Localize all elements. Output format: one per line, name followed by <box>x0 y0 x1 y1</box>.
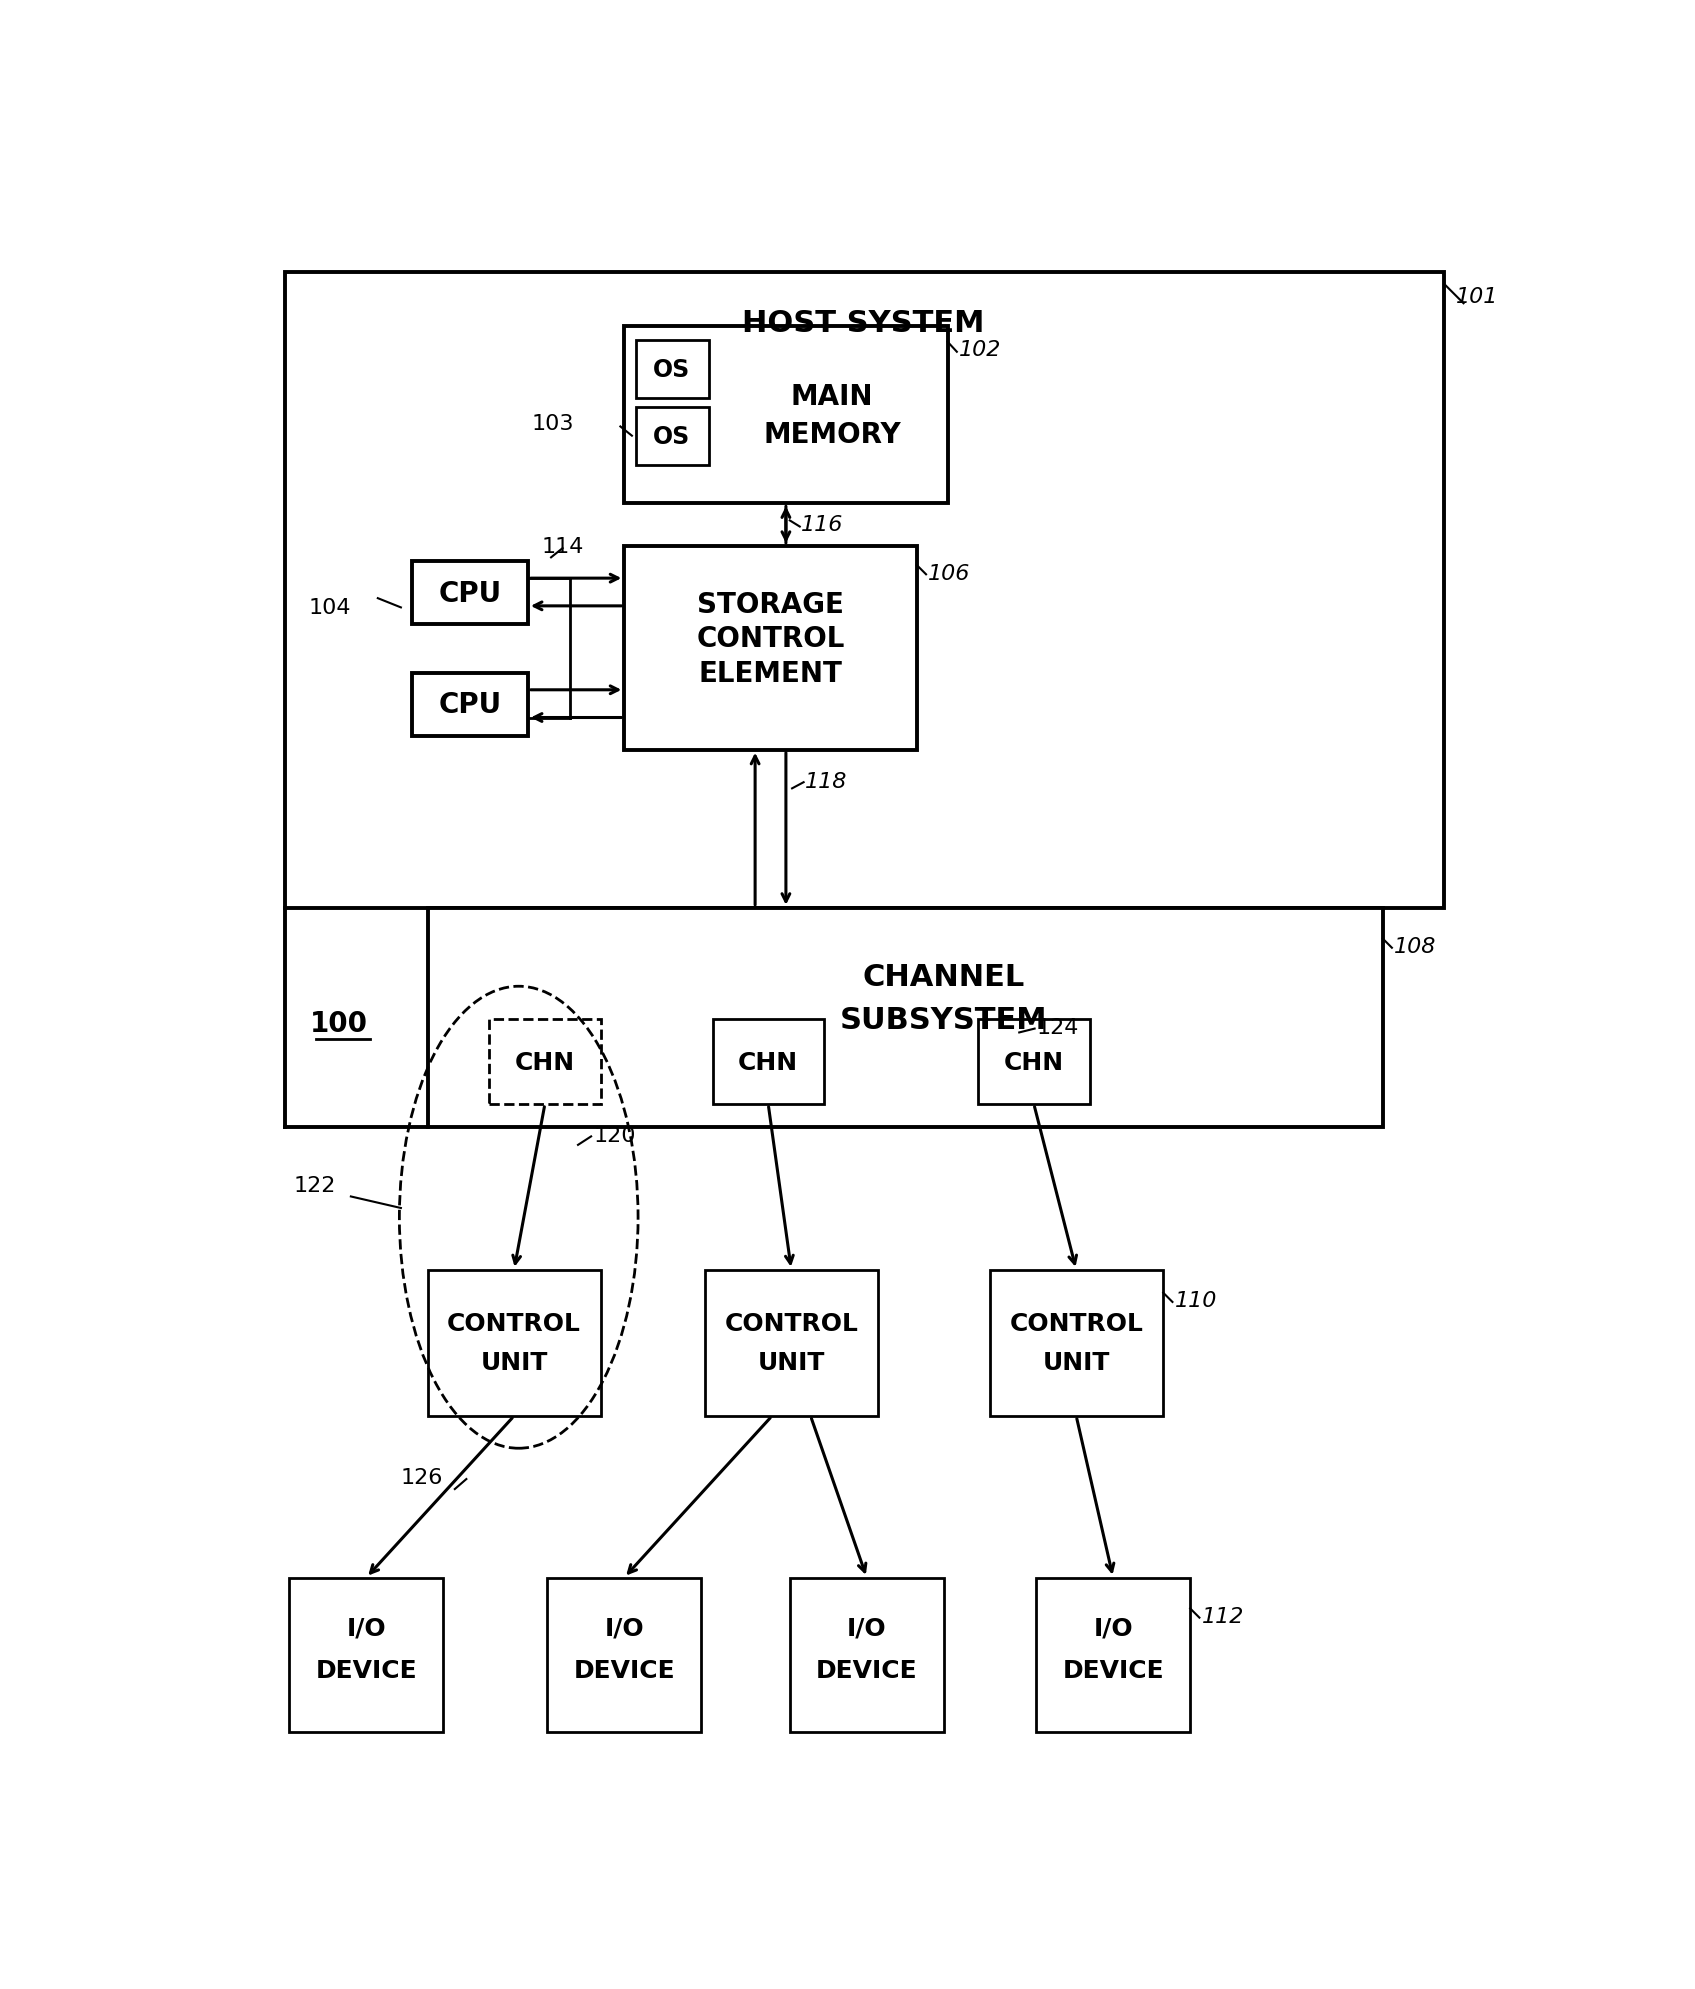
Text: 126: 126 <box>402 1468 444 1488</box>
Bar <box>624 326 948 503</box>
Text: CONTROL: CONTROL <box>724 1313 858 1337</box>
Text: CHN: CHN <box>737 1050 798 1074</box>
Bar <box>412 674 527 736</box>
Bar <box>490 1020 602 1104</box>
Text: DEVICE: DEVICE <box>315 1659 417 1683</box>
Text: DEVICE: DEVICE <box>573 1659 675 1683</box>
Text: 102: 102 <box>959 340 1002 360</box>
Bar <box>290 1577 444 1732</box>
Text: SUBSYSTEM: SUBSYSTEM <box>841 1004 1048 1034</box>
Text: 108: 108 <box>1395 937 1437 957</box>
Text: 103: 103 <box>532 414 575 434</box>
Bar <box>790 1577 944 1732</box>
Bar <box>285 272 1444 909</box>
Text: 112: 112 <box>1202 1607 1244 1627</box>
Text: CONTROL: CONTROL <box>697 625 844 652</box>
Text: 101: 101 <box>1456 286 1498 306</box>
Bar <box>427 909 1383 1128</box>
Bar <box>547 1577 702 1732</box>
Text: HOST SYSTEM: HOST SYSTEM <box>742 308 985 338</box>
Text: CONTROL: CONTROL <box>447 1313 581 1337</box>
Text: 124: 124 <box>1036 1018 1078 1038</box>
Bar <box>714 1020 824 1104</box>
Text: 104: 104 <box>308 599 351 619</box>
Bar <box>636 408 709 465</box>
Bar <box>412 563 527 625</box>
Text: CHN: CHN <box>515 1050 575 1074</box>
Text: CONTROL: CONTROL <box>1009 1313 1142 1337</box>
Text: CPU: CPU <box>439 690 502 720</box>
Text: 120: 120 <box>593 1126 636 1146</box>
Text: STORAGE: STORAGE <box>697 591 844 619</box>
Bar <box>1036 1577 1190 1732</box>
Text: 114: 114 <box>541 537 583 557</box>
Text: OS: OS <box>653 424 690 448</box>
Bar <box>978 1020 1090 1104</box>
Text: 100: 100 <box>310 1010 368 1038</box>
Text: MEMORY: MEMORY <box>763 422 902 450</box>
Text: CHN: CHN <box>1003 1050 1064 1074</box>
Text: UNIT: UNIT <box>758 1351 825 1374</box>
Text: CPU: CPU <box>439 579 502 607</box>
Bar <box>427 1269 602 1416</box>
Bar <box>990 1269 1163 1416</box>
Text: I/O: I/O <box>848 1615 886 1639</box>
Text: OS: OS <box>653 358 690 382</box>
Text: 122: 122 <box>293 1175 336 1195</box>
Text: UNIT: UNIT <box>480 1351 547 1374</box>
Text: I/O: I/O <box>605 1615 644 1639</box>
Text: 118: 118 <box>805 772 848 792</box>
Text: 106: 106 <box>929 563 971 583</box>
Text: DEVICE: DEVICE <box>1063 1659 1164 1683</box>
Bar <box>624 547 917 750</box>
Text: ELEMENT: ELEMENT <box>698 660 842 688</box>
Text: 110: 110 <box>1175 1291 1217 1311</box>
Bar <box>636 340 709 398</box>
Text: I/O: I/O <box>1093 1615 1132 1639</box>
Bar <box>705 1269 878 1416</box>
Text: DEVICE: DEVICE <box>815 1659 917 1683</box>
Text: UNIT: UNIT <box>1042 1351 1110 1374</box>
Text: MAIN: MAIN <box>792 382 873 410</box>
Text: 116: 116 <box>802 515 844 535</box>
Text: CHANNEL: CHANNEL <box>863 963 1025 993</box>
Text: I/O: I/O <box>346 1615 386 1639</box>
